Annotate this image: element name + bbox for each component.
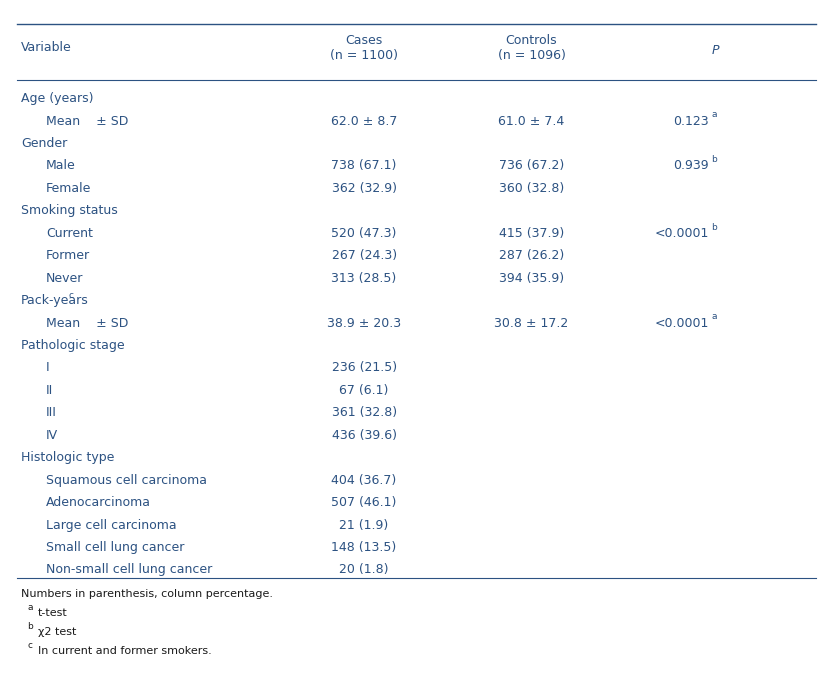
Text: 404 (36.7): 404 (36.7) bbox=[331, 474, 396, 487]
Text: <0.0001: <0.0001 bbox=[654, 317, 708, 330]
Text: Current: Current bbox=[46, 227, 93, 240]
Text: (n = 1096): (n = 1096) bbox=[497, 49, 565, 62]
Text: 20 (1.8): 20 (1.8) bbox=[339, 564, 389, 577]
Text: In current and former smokers.: In current and former smokers. bbox=[38, 646, 212, 656]
Text: χ2 test: χ2 test bbox=[38, 627, 76, 637]
Text: a: a bbox=[28, 603, 33, 612]
Text: a: a bbox=[711, 110, 716, 120]
Text: 362 (32.9): 362 (32.9) bbox=[331, 182, 396, 195]
Text: 361 (32.8): 361 (32.8) bbox=[331, 407, 396, 420]
Text: Mean    ± SD: Mean ± SD bbox=[46, 317, 128, 330]
Text: Female: Female bbox=[46, 182, 91, 195]
Text: Never: Never bbox=[46, 272, 84, 285]
Text: 67 (6.1): 67 (6.1) bbox=[339, 384, 388, 397]
Text: c: c bbox=[69, 290, 74, 300]
Text: P: P bbox=[711, 44, 718, 57]
Text: Pathologic stage: Pathologic stage bbox=[21, 339, 125, 352]
Text: 148 (13.5): 148 (13.5) bbox=[331, 541, 396, 554]
Text: Large cell carcinoma: Large cell carcinoma bbox=[46, 519, 176, 532]
Text: 360 (32.8): 360 (32.8) bbox=[498, 182, 563, 195]
Text: 30.8 ± 17.2: 30.8 ± 17.2 bbox=[494, 317, 568, 330]
Text: IV: IV bbox=[46, 429, 58, 442]
Text: Cases: Cases bbox=[345, 34, 382, 47]
Text: Variable: Variable bbox=[21, 41, 72, 54]
Text: Mean    ± SD: Mean ± SD bbox=[46, 115, 128, 128]
Text: Former: Former bbox=[46, 250, 90, 262]
Text: b: b bbox=[711, 155, 716, 165]
Text: 736 (67.2): 736 (67.2) bbox=[498, 160, 563, 173]
Text: 436 (39.6): 436 (39.6) bbox=[331, 429, 396, 442]
Text: 61.0 ± 7.4: 61.0 ± 7.4 bbox=[497, 115, 564, 128]
Text: 287 (26.2): 287 (26.2) bbox=[498, 250, 563, 262]
Text: 21 (1.9): 21 (1.9) bbox=[339, 519, 388, 532]
Text: Adenocarcinoma: Adenocarcinoma bbox=[46, 496, 150, 509]
Text: Histologic type: Histologic type bbox=[21, 452, 115, 464]
Text: Smoking status: Smoking status bbox=[21, 205, 118, 218]
Text: 62.0 ± 8.7: 62.0 ± 8.7 bbox=[330, 115, 397, 128]
Text: 0.123: 0.123 bbox=[672, 115, 708, 128]
Text: Age (years): Age (years) bbox=[21, 92, 94, 105]
Text: Gender: Gender bbox=[21, 137, 67, 150]
Text: a: a bbox=[711, 312, 716, 322]
Text: Numbers in parenthesis, column percentage.: Numbers in parenthesis, column percentag… bbox=[21, 589, 273, 599]
Text: III: III bbox=[46, 407, 57, 420]
Text: Controls: Controls bbox=[505, 34, 557, 47]
Text: <0.0001: <0.0001 bbox=[654, 227, 708, 240]
Text: b: b bbox=[28, 622, 33, 631]
Text: 394 (35.9): 394 (35.9) bbox=[498, 272, 563, 285]
Text: Squamous cell carcinoma: Squamous cell carcinoma bbox=[46, 474, 206, 487]
Text: Small cell lung cancer: Small cell lung cancer bbox=[46, 541, 184, 554]
Text: Male: Male bbox=[46, 160, 76, 173]
Text: t-test: t-test bbox=[38, 608, 68, 618]
Text: 267 (24.3): 267 (24.3) bbox=[331, 250, 396, 262]
Text: (n = 1100): (n = 1100) bbox=[329, 49, 398, 62]
Text: Non-small cell lung cancer: Non-small cell lung cancer bbox=[46, 564, 212, 577]
Text: I: I bbox=[46, 362, 49, 375]
Text: 738 (67.1): 738 (67.1) bbox=[331, 160, 396, 173]
Text: 415 (37.9): 415 (37.9) bbox=[498, 227, 563, 240]
Text: c: c bbox=[28, 641, 33, 650]
Text: 0.939: 0.939 bbox=[672, 160, 708, 173]
Text: 507 (46.1): 507 (46.1) bbox=[331, 496, 396, 509]
Text: b: b bbox=[711, 222, 716, 232]
Text: 236 (21.5): 236 (21.5) bbox=[331, 362, 396, 375]
Text: 520 (47.3): 520 (47.3) bbox=[331, 227, 396, 240]
Text: Pack-years: Pack-years bbox=[21, 294, 89, 307]
Text: 313 (28.5): 313 (28.5) bbox=[331, 272, 396, 285]
Text: 38.9 ± 20.3: 38.9 ± 20.3 bbox=[327, 317, 400, 330]
Text: II: II bbox=[46, 384, 54, 397]
